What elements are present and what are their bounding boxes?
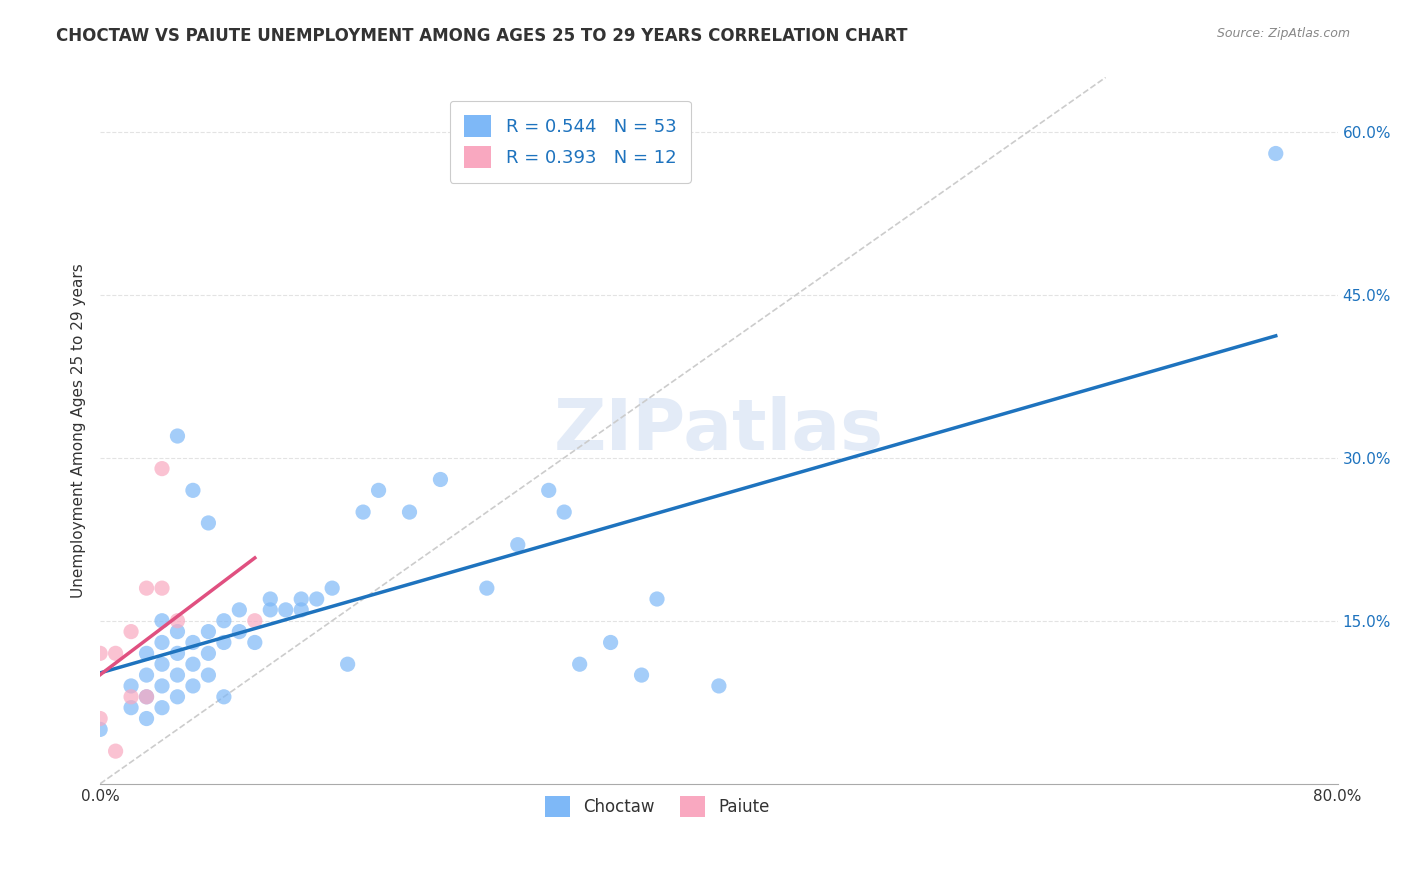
Point <box>120 690 142 704</box>
Legend: Choctaw, Paiute: Choctaw, Paiute <box>537 788 778 825</box>
Point <box>398 505 420 519</box>
Point <box>197 646 219 660</box>
Point <box>259 592 281 607</box>
Point <box>243 635 266 649</box>
Point <box>537 483 560 498</box>
Point <box>166 624 188 639</box>
Point <box>197 624 219 639</box>
Point <box>630 668 652 682</box>
Point <box>228 603 250 617</box>
Point <box>166 690 188 704</box>
Point <box>197 668 219 682</box>
Point <box>352 505 374 519</box>
Point <box>553 505 575 519</box>
Point <box>305 592 328 607</box>
Point <box>599 635 621 649</box>
Point <box>166 668 188 682</box>
Point <box>150 657 173 672</box>
Point <box>135 690 157 704</box>
Point <box>429 473 451 487</box>
Point <box>506 538 529 552</box>
Point <box>135 668 157 682</box>
Point <box>89 712 111 726</box>
Point <box>150 581 173 595</box>
Text: ZIPatlas: ZIPatlas <box>554 396 884 465</box>
Point <box>475 581 498 595</box>
Point <box>135 646 157 660</box>
Point <box>1264 146 1286 161</box>
Point <box>367 483 389 498</box>
Point <box>181 657 204 672</box>
Point <box>135 712 157 726</box>
Point <box>89 723 111 737</box>
Point <box>181 679 204 693</box>
Point <box>181 635 204 649</box>
Point <box>150 700 173 714</box>
Point <box>166 646 188 660</box>
Point <box>336 657 359 672</box>
Point <box>290 603 312 617</box>
Y-axis label: Unemployment Among Ages 25 to 29 years: Unemployment Among Ages 25 to 29 years <box>72 263 86 598</box>
Point <box>120 700 142 714</box>
Point <box>150 635 173 649</box>
Point <box>197 516 219 530</box>
Point <box>104 744 127 758</box>
Point <box>645 592 668 607</box>
Point <box>212 635 235 649</box>
Point <box>89 646 111 660</box>
Point <box>243 614 266 628</box>
Point <box>150 461 173 475</box>
Point <box>707 679 730 693</box>
Point <box>166 614 188 628</box>
Point <box>321 581 343 595</box>
Point <box>290 592 312 607</box>
Point <box>568 657 591 672</box>
Point <box>120 679 142 693</box>
Text: CHOCTAW VS PAIUTE UNEMPLOYMENT AMONG AGES 25 TO 29 YEARS CORRELATION CHART: CHOCTAW VS PAIUTE UNEMPLOYMENT AMONG AGE… <box>56 27 908 45</box>
Point <box>135 690 157 704</box>
Point <box>120 624 142 639</box>
Text: Source: ZipAtlas.com: Source: ZipAtlas.com <box>1216 27 1350 40</box>
Point <box>135 581 157 595</box>
Point <box>150 614 173 628</box>
Point <box>274 603 297 617</box>
Point <box>212 690 235 704</box>
Point <box>228 624 250 639</box>
Point <box>104 646 127 660</box>
Point <box>212 614 235 628</box>
Point <box>166 429 188 443</box>
Point <box>259 603 281 617</box>
Point <box>150 679 173 693</box>
Point <box>181 483 204 498</box>
